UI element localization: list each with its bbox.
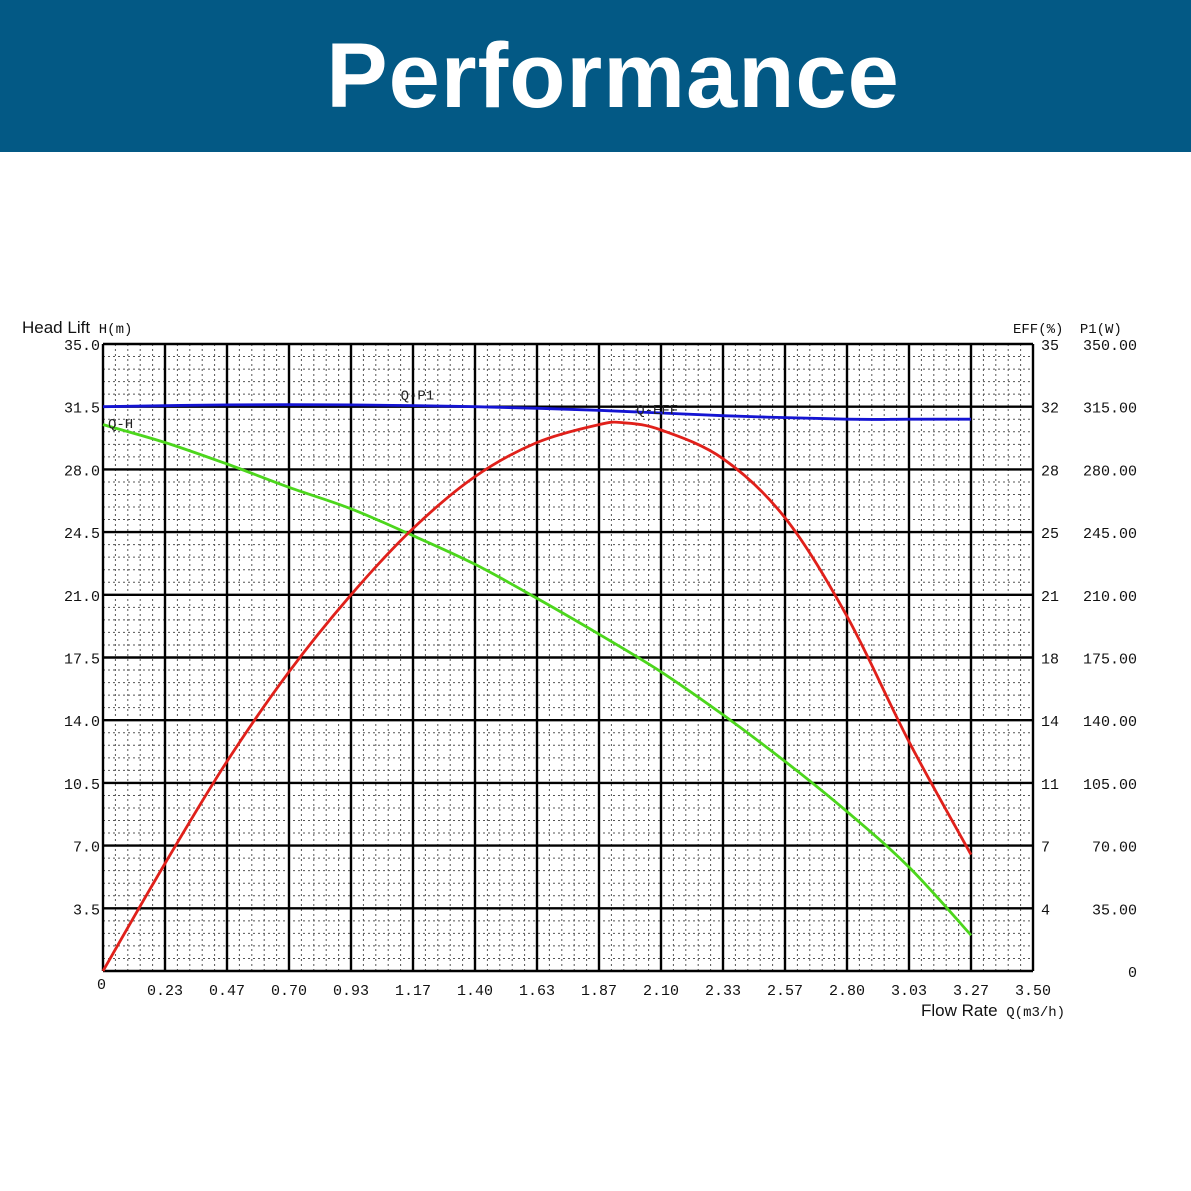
right-eff-tick-label: 11	[1041, 777, 1059, 794]
left-tick-label: 35.0	[64, 338, 100, 355]
right-power-tick-label: 70.00	[1092, 840, 1137, 857]
x-tick-label: 0.23	[147, 983, 183, 1000]
right-eff-tick-label: 18	[1041, 652, 1059, 669]
right-eff-tick-label: 28	[1041, 463, 1059, 480]
right-power-tick-label: 35.00	[1092, 902, 1137, 919]
left-axis-title-prefix: Head Lift	[22, 318, 90, 337]
series-label-q-eff: Q-EFF	[636, 403, 678, 419]
right-power-tick-label: 140.00	[1083, 714, 1137, 731]
right-eff-tick-label: 32	[1041, 401, 1059, 418]
left-axis-title-symbol: H(m)	[99, 322, 133, 338]
minor-grid	[103, 344, 1033, 971]
right-power-tick-label: 105.00	[1083, 777, 1137, 794]
series-lines	[101, 403, 973, 972]
right-axis-title: EFF(%) P1(W)	[1013, 322, 1122, 338]
right-axis-title-power: P1(W)	[1080, 322, 1122, 338]
left-tick-label: 14.0	[64, 714, 100, 731]
series-line-q-h	[102, 423, 973, 937]
series-line-q-eff	[101, 420, 973, 972]
right-eff-tick-label: 4	[1041, 902, 1050, 919]
page-title: Performance	[326, 24, 900, 127]
left-tick-label: 3.5	[73, 902, 100, 919]
right-power-tick-label: 210.00	[1083, 589, 1137, 606]
x-tick-label: 3.50	[1015, 983, 1051, 1000]
left-tick-label: 7.0	[73, 840, 100, 857]
right-eff-tick-label: 25	[1041, 526, 1059, 543]
series-label-q-p1: Q-P1	[401, 389, 435, 405]
right-power-tick-label: 350.00	[1083, 338, 1137, 355]
right-power-tick-label: 280.00	[1083, 463, 1137, 480]
x-tick-label: 1.87	[581, 983, 617, 1000]
x-axis-title: Flow Rate Q(m3/h)	[921, 1001, 1065, 1021]
right-eff-tick-label: 14	[1041, 714, 1059, 731]
major-grid	[101, 342, 1035, 973]
left-axis-title: Head Lift H(m)	[22, 318, 132, 338]
x-tick-label: 0.70	[271, 983, 307, 1000]
left-tick-label: 28.0	[64, 463, 100, 480]
x-tick-label: 2.57	[767, 983, 803, 1000]
left-tick-label: 21.0	[64, 589, 100, 606]
series-line-q-p1	[102, 403, 972, 421]
x-tick-label: 1.63	[519, 983, 555, 1000]
x-tick-label: 0.47	[209, 983, 245, 1000]
left-tick-label: 31.5	[64, 401, 100, 418]
x-tick-label: 2.10	[643, 983, 679, 1000]
right-power-tick-label: 0	[1128, 965, 1137, 982]
x-tick-label: 0.93	[333, 983, 369, 1000]
tick-labels: 0 0.23 0.47 0.70 0.93 1.17 1.40 1.63 1.87 2.10 2.3…	[64, 338, 1137, 1000]
right-eff-tick-label: 7	[1041, 840, 1050, 857]
right-eff-tick-label: 35	[1041, 338, 1059, 355]
right-power-tick-label: 315.00	[1083, 401, 1137, 418]
left-tick-label: 17.5	[64, 652, 100, 669]
header-banner: Performance	[0, 0, 1191, 152]
right-power-tick-label: 175.00	[1083, 652, 1137, 669]
x-tick-label: 1.40	[457, 983, 493, 1000]
left-tick-label: 10.5	[64, 777, 100, 794]
series-labels: Q-P1 Q-H Q-EFF	[108, 389, 678, 434]
left-tick-label: 24.5	[64, 526, 100, 543]
right-axis-title-eff: EFF(%)	[1013, 322, 1063, 338]
x-tick-label: 3.27	[953, 983, 989, 1000]
x-axis-title-prefix: Flow Rate	[921, 1001, 998, 1020]
right-power-tick-label: 245.00	[1083, 526, 1137, 543]
x-tick-label: 2.80	[829, 983, 865, 1000]
right-eff-tick-label: 21	[1041, 589, 1059, 606]
x-tick-label: 0	[97, 977, 106, 994]
x-tick-label: 1.17	[395, 983, 431, 1000]
x-tick-label: 2.33	[705, 983, 741, 1000]
series-label-q-h: Q-H	[108, 417, 133, 433]
x-tick-label: 3.03	[891, 983, 927, 1000]
x-axis-title-symbol: Q(m3/h)	[1006, 1005, 1065, 1021]
